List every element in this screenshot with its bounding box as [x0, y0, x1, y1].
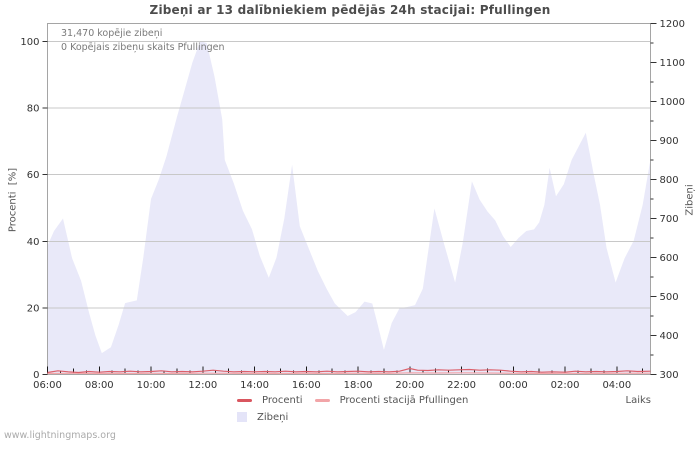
x-axis-title: Laiks [625, 395, 651, 406]
svg-text:20:00: 20:00 [395, 380, 424, 391]
svg-text:08:00: 08:00 [85, 380, 114, 391]
svg-text:22:00: 22:00 [447, 380, 476, 391]
svg-text:1200: 1200 [660, 19, 685, 30]
svg-text:14:00: 14:00 [240, 380, 269, 391]
svg-text:800: 800 [660, 175, 679, 186]
svg-text:18:00: 18:00 [344, 380, 373, 391]
left-axis-title: Procenti [%] [7, 167, 19, 233]
svg-text:500: 500 [660, 292, 679, 303]
svg-text:1000: 1000 [660, 97, 685, 108]
svg-text:06:00: 06:00 [33, 380, 62, 391]
legend: Procenti Procenti stacijā Pfullingen Zibe… [237, 393, 468, 424]
svg-text:02:00: 02:00 [551, 380, 580, 391]
svg-text:20: 20 [27, 303, 40, 314]
svg-text:04:00: 04:00 [602, 380, 631, 391]
legend-label: Zibeņi [257, 411, 289, 423]
legend-line-swatch [237, 398, 252, 402]
svg-text:700: 700 [660, 214, 679, 225]
svg-text:12:00: 12:00 [188, 380, 217, 391]
svg-text:0: 0 [33, 370, 39, 381]
svg-text:00:00: 00:00 [499, 380, 528, 391]
legend-item: Zibeņi [237, 412, 288, 423]
annotation-total-strikes: 31,470 kopējie zibeņi [61, 28, 163, 39]
legend-label: Procenti stacijā Pfullingen [339, 394, 469, 406]
legend-area-swatch [237, 412, 247, 422]
svg-text:100: 100 [20, 37, 39, 48]
annotation-station-strikes: 0 Kopējais zibeņu skaits Pfullingen [61, 42, 225, 53]
chart-title: Zibeņi ar 13 dalībniekiem pēdējās 24h st… [149, 3, 551, 17]
svg-text:400: 400 [660, 331, 679, 342]
legend-line-swatch [314, 398, 330, 402]
svg-text:40: 40 [27, 237, 40, 248]
svg-text:900: 900 [660, 136, 679, 147]
svg-text:16:00: 16:00 [292, 380, 321, 391]
svg-text:80: 80 [27, 104, 40, 115]
legend-row-lines: Procenti Procenti stacijā Pfullingen [237, 393, 468, 407]
legend-label: Procenti [262, 394, 303, 406]
legend-item: Procenti [237, 395, 303, 406]
watermark-url: www.lightningmaps.org [4, 430, 116, 441]
svg-text:60: 60 [27, 170, 40, 181]
right-axis-title: Zibeņi [684, 184, 696, 216]
svg-text:1100: 1100 [660, 58, 685, 69]
svg-text:600: 600 [660, 253, 679, 264]
svg-text:300: 300 [660, 370, 679, 381]
legend-item: Procenti stacijā Pfullingen [314, 394, 469, 406]
svg-text:10:00: 10:00 [137, 380, 166, 391]
legend-row-area: Zibeņi [237, 410, 468, 424]
